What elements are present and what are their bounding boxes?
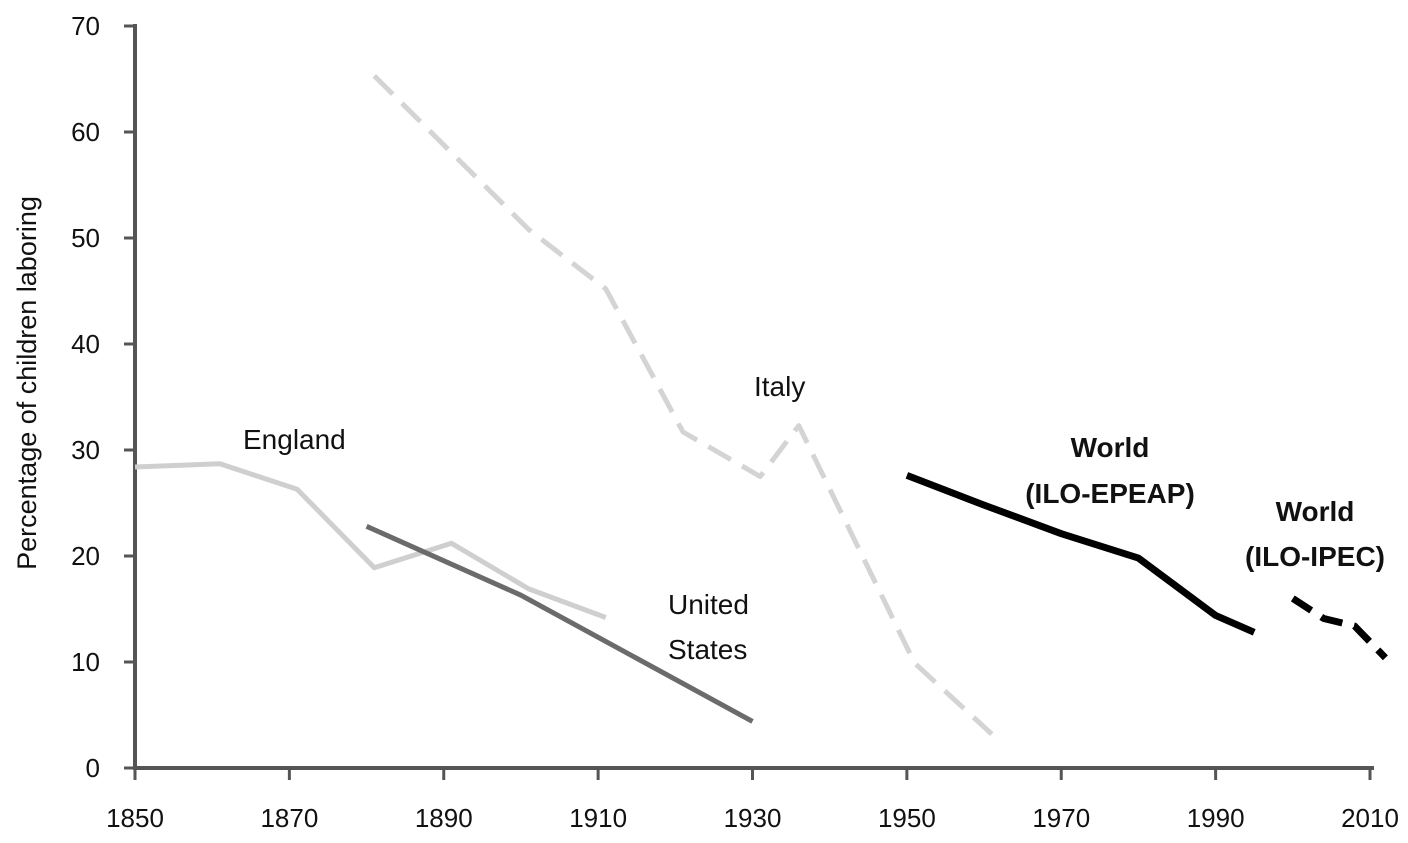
series-lines — [134, 74, 1388, 736]
series-label-line: World — [1276, 496, 1355, 527]
series-label-line: (ILO-IPEC) — [1245, 541, 1385, 572]
series-line-world-ilo-epeap — [905, 472, 1256, 636]
y-tick-label: 0 — [86, 753, 100, 783]
y-axis: 0 10 20 30 40 50 60 70 Percentage of children l… — [12, 11, 137, 783]
series-label: England — [243, 424, 346, 455]
x-tick-label: 1970 — [1032, 803, 1090, 833]
series-labels: England United States Italy World (ILO-EPEAP)… — [243, 371, 1385, 665]
y-tick-label: 70 — [71, 11, 100, 41]
y-ticks: 0 10 20 30 40 50 60 70 — [71, 11, 135, 783]
x-tick-label: 1930 — [724, 803, 782, 833]
series-label-line: (ILO-EPEAP) — [1025, 478, 1195, 509]
x-tick-label: 1990 — [1187, 803, 1245, 833]
x-tick-label: 2010 — [1341, 803, 1399, 833]
series-label-line: United — [668, 589, 749, 620]
series-label: World (ILO-IPEC) — [1245, 496, 1385, 572]
x-tick-label: 1890 — [415, 803, 473, 833]
x-tick-label: 1870 — [260, 803, 318, 833]
series-line-united-states — [365, 524, 754, 724]
y-tick-label: 30 — [71, 435, 100, 465]
series-label: Italy — [754, 371, 805, 402]
series-line-world-ilo-ipec — [1290, 595, 1388, 661]
series-label: World (ILO-EPEAP) — [1025, 432, 1195, 509]
series-label-line: States — [668, 634, 747, 665]
series-label-line: England — [243, 424, 346, 455]
y-tick-label: 50 — [71, 223, 100, 253]
y-tick-label: 40 — [71, 329, 100, 359]
series-label-line: World — [1071, 432, 1150, 463]
x-tick-label: 1850 — [106, 803, 164, 833]
x-ticks: 1850 1870 1890 1910 1930 1950 1970 1990 2010 — [106, 768, 1399, 833]
x-tick-label: 1950 — [878, 803, 936, 833]
x-axis: 1850 1870 1890 1910 1930 1950 1970 1990 2010 — [106, 766, 1399, 833]
y-tick-label: 60 — [71, 117, 100, 147]
y-tick-label: 20 — [71, 541, 100, 571]
series-label: United States — [668, 589, 749, 665]
series-line-italy — [372, 74, 994, 736]
series-label-line: Italy — [754, 371, 805, 402]
y-tick-label: 10 — [71, 647, 100, 677]
series-line-england — [134, 461, 607, 620]
y-axis-title: Percentage of children laboring — [12, 196, 42, 570]
x-tick-label: 1910 — [569, 803, 627, 833]
